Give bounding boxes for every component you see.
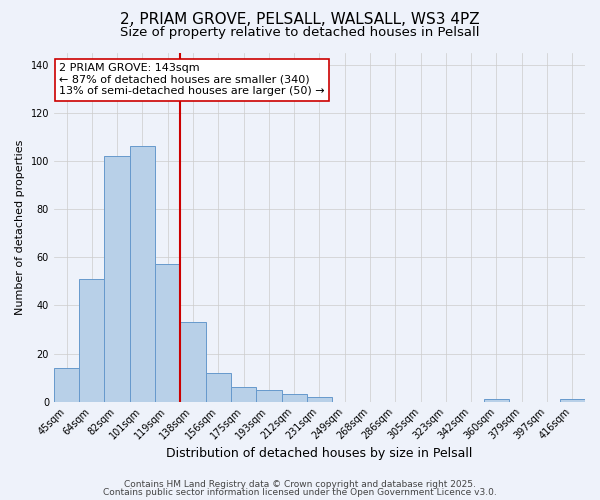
X-axis label: Distribution of detached houses by size in Pelsall: Distribution of detached houses by size … — [166, 447, 473, 460]
Text: Contains public sector information licensed under the Open Government Licence v3: Contains public sector information licen… — [103, 488, 497, 497]
Text: 2 PRIAM GROVE: 143sqm
← 87% of detached houses are smaller (340)
13% of semi-det: 2 PRIAM GROVE: 143sqm ← 87% of detached … — [59, 63, 325, 96]
Bar — [560, 400, 585, 402]
Bar — [281, 394, 307, 402]
Bar — [206, 373, 231, 402]
Text: Contains HM Land Registry data © Crown copyright and database right 2025.: Contains HM Land Registry data © Crown c… — [124, 480, 476, 489]
Bar — [54, 368, 79, 402]
Bar — [484, 400, 509, 402]
Bar — [130, 146, 155, 402]
Bar — [307, 397, 332, 402]
Text: 2, PRIAM GROVE, PELSALL, WALSALL, WS3 4PZ: 2, PRIAM GROVE, PELSALL, WALSALL, WS3 4P… — [120, 12, 480, 28]
Bar — [155, 264, 181, 402]
Bar — [256, 390, 281, 402]
Y-axis label: Number of detached properties: Number of detached properties — [15, 140, 25, 315]
Bar — [231, 387, 256, 402]
Bar — [104, 156, 130, 402]
Text: Size of property relative to detached houses in Pelsall: Size of property relative to detached ho… — [120, 26, 480, 39]
Bar — [181, 322, 206, 402]
Bar — [79, 279, 104, 402]
